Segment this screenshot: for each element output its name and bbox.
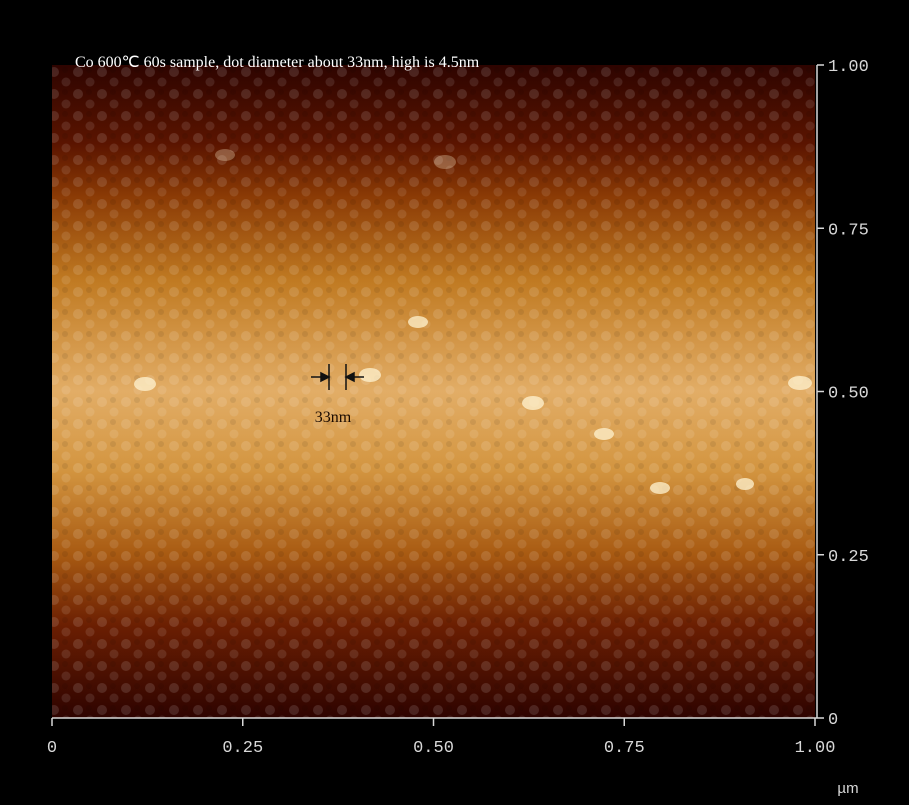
y-tick-label: 1.00 (828, 58, 869, 77)
y-tick-label: 0 (828, 711, 838, 730)
y-tick-label: 0.75 (828, 221, 869, 240)
dot-texture (52, 65, 815, 718)
ticks: 0 0.25 0.50 0.75 1.00 0 0.25 0.50 0.75 1.00 (47, 58, 869, 758)
x-tick-label: 0.50 (413, 739, 454, 758)
y-tick-label: 0.50 (828, 385, 869, 404)
annotation: 33nm (315, 409, 352, 426)
x-tick-label: 0.75 (604, 739, 645, 758)
x-tick-label: 1.00 (795, 739, 836, 758)
x-tick-label: 0.25 (222, 739, 263, 758)
diameter-marker (311, 364, 364, 390)
bright-dots (134, 149, 812, 494)
caption: Co 600℃ 60s sample, dot diameter about 3… (75, 54, 480, 71)
x-tick-label: 0 (47, 739, 57, 758)
unit-label: µm (837, 780, 858, 797)
y-tick-label: 0.25 (828, 548, 869, 567)
